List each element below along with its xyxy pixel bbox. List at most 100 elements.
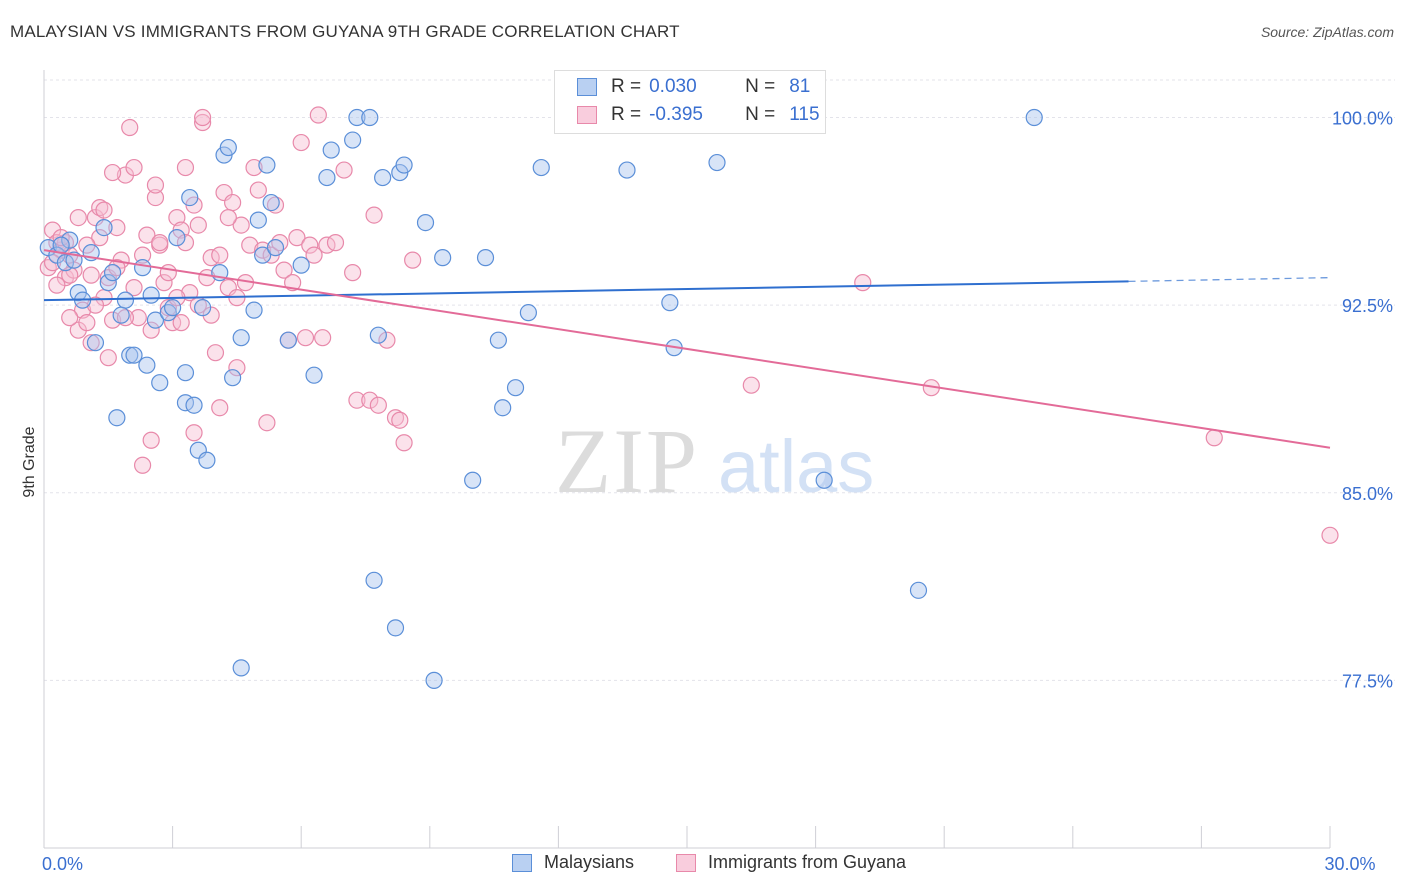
bottom-legend-guyana[interactable]: Immigrants from Guyana bbox=[676, 852, 906, 873]
malaysians-point bbox=[292, 256, 310, 274]
malaysians-point bbox=[112, 306, 130, 324]
guyana-point bbox=[296, 329, 315, 347]
malaysians-point bbox=[708, 153, 726, 172]
watermark-atlas: atlas bbox=[718, 425, 874, 508]
guyana-point bbox=[742, 376, 760, 394]
guyana-point bbox=[219, 208, 237, 227]
legend-n-label: N = bbox=[745, 104, 776, 125]
guyana-point bbox=[228, 359, 246, 377]
malaysians-point bbox=[194, 299, 212, 317]
malaysians-point bbox=[305, 366, 323, 384]
malaysians-point bbox=[121, 346, 139, 364]
guyana-point bbox=[241, 236, 259, 254]
guyana-point bbox=[48, 276, 66, 294]
points-malaysians bbox=[39, 96, 1043, 689]
guyana-point bbox=[404, 251, 422, 269]
guyana-point bbox=[142, 431, 160, 449]
guyana-point bbox=[232, 216, 250, 234]
malaysians-point bbox=[464, 471, 482, 489]
guyana-point bbox=[1321, 526, 1339, 544]
malaysians-point bbox=[138, 356, 156, 374]
malaysians-point bbox=[142, 286, 160, 304]
guyana-point bbox=[305, 246, 323, 264]
guyana-point bbox=[103, 163, 122, 182]
malaysians-point bbox=[344, 131, 362, 149]
guyana-point bbox=[326, 234, 345, 252]
malaysians-point bbox=[361, 108, 379, 127]
guyana-point bbox=[82, 266, 100, 284]
bottom-legend-label: Immigrants from Guyana bbox=[708, 852, 907, 872]
guyana-point bbox=[211, 246, 229, 264]
malaysians-point bbox=[434, 249, 452, 267]
y-tick-label: 92.5% bbox=[1342, 296, 1393, 316]
legend-r-value: -0.395 bbox=[649, 104, 703, 125]
watermark-zip: ZIP bbox=[555, 410, 699, 512]
guyana-point bbox=[99, 349, 117, 367]
malaysians-point bbox=[374, 168, 392, 187]
guyana-point bbox=[378, 331, 396, 349]
bottom-legend-swatch-pink bbox=[676, 853, 696, 872]
legend-n-value: 115 bbox=[789, 104, 820, 125]
guyana-point bbox=[86, 296, 105, 314]
malaysians-point bbox=[909, 581, 928, 599]
axis-layer: 100.0% 92.5% 85.0% 77.5% 0.0% 30.0% bbox=[42, 70, 1393, 874]
malaysians-point bbox=[61, 231, 79, 249]
malaysians-point bbox=[198, 451, 216, 469]
malaysians-point bbox=[254, 246, 272, 264]
guyana-point bbox=[103, 311, 122, 329]
guyana-point bbox=[335, 161, 353, 179]
bottom-legend-malaysians[interactable]: Malaysians bbox=[512, 852, 634, 873]
trend-layer bbox=[43, 249, 1331, 449]
malaysians-point bbox=[279, 331, 297, 349]
malaysians-point bbox=[494, 399, 512, 417]
guyana-point bbox=[151, 234, 169, 252]
malaysians-point bbox=[1025, 108, 1043, 127]
malaysians-trend-line bbox=[43, 280, 1129, 302]
legend-r-label: R = bbox=[611, 76, 642, 97]
guyana-point bbox=[95, 201, 113, 219]
legend-r-value: 0.030 bbox=[649, 76, 697, 97]
guyana-point bbox=[125, 279, 143, 297]
malaysians-point bbox=[249, 211, 267, 229]
source-note: Source: ZipAtlas.com bbox=[1260, 24, 1394, 40]
malaysians-point bbox=[476, 249, 495, 267]
guyana-point bbox=[69, 208, 87, 227]
guyana-point bbox=[395, 434, 413, 452]
guyana-point bbox=[61, 309, 79, 327]
malaysians-point bbox=[125, 346, 143, 364]
guyana-point bbox=[138, 226, 156, 244]
guyana-point bbox=[211, 399, 229, 417]
malaysians-point bbox=[489, 331, 507, 349]
malaysians-point bbox=[164, 299, 182, 317]
legend-swatch-blue bbox=[577, 78, 597, 96]
guyana-point bbox=[365, 206, 383, 224]
guyana-point bbox=[176, 234, 195, 252]
guyana-point bbox=[391, 411, 409, 429]
guyana-point bbox=[91, 229, 109, 247]
guyana-point bbox=[854, 274, 872, 292]
legend-n-value: 81 bbox=[789, 76, 811, 97]
malaysians-point bbox=[151, 374, 169, 392]
y-axis-label: 9th Grade bbox=[21, 426, 38, 497]
malaysians-point bbox=[506, 379, 525, 397]
bottom-legend-label: Malaysians bbox=[544, 852, 635, 872]
malaysians-point bbox=[224, 369, 242, 387]
malaysians-point bbox=[176, 364, 195, 382]
guyana-point bbox=[185, 424, 203, 442]
guyana-point bbox=[258, 414, 276, 432]
legend-n-label: N = bbox=[745, 76, 776, 97]
chart-title: MALAYSIAN VS IMMIGRANTS FROM GUYANA 9TH … bbox=[10, 22, 680, 41]
guyana-point bbox=[288, 229, 306, 247]
guyana-point bbox=[159, 264, 177, 282]
guyana-point bbox=[146, 176, 165, 194]
malaysians-point bbox=[416, 213, 435, 232]
malaysians-point bbox=[258, 156, 276, 174]
malaysians-point bbox=[266, 239, 285, 257]
guyana-point bbox=[309, 106, 327, 124]
malaysians-point bbox=[532, 158, 550, 177]
malaysians-point bbox=[181, 188, 199, 207]
guyana-trend-line bbox=[43, 249, 1331, 449]
malaysians-point bbox=[232, 659, 250, 677]
guyana-point bbox=[146, 188, 165, 207]
